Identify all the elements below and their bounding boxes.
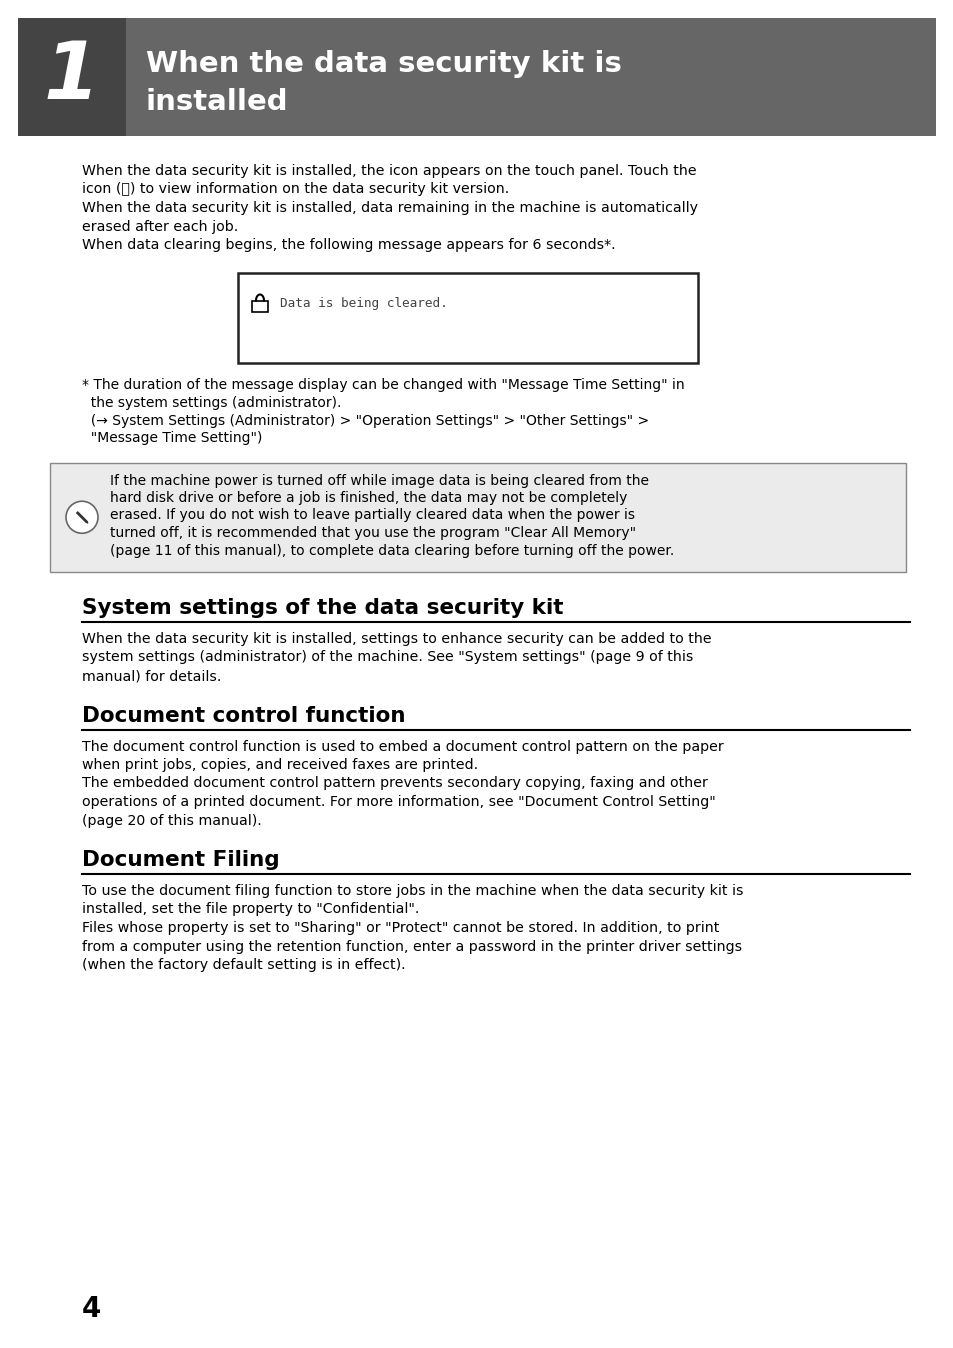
Text: "Message Time Setting"): "Message Time Setting") xyxy=(82,431,262,445)
Text: Document Filing: Document Filing xyxy=(82,851,279,869)
Text: When the data security kit is installed, settings to enhance security can be add: When the data security kit is installed,… xyxy=(82,632,711,646)
Text: System settings of the data security kit: System settings of the data security kit xyxy=(82,599,563,617)
Text: (page 20 of this manual).: (page 20 of this manual). xyxy=(82,813,261,828)
Text: erased after each job.: erased after each job. xyxy=(82,220,238,233)
Text: 1: 1 xyxy=(44,38,100,116)
Text: The embedded document control pattern prevents secondary copying, faxing and oth: The embedded document control pattern pr… xyxy=(82,776,707,790)
Text: When data clearing begins, the following message appears for 6 seconds*.: When data clearing begins, the following… xyxy=(82,239,615,252)
Bar xyxy=(252,301,268,311)
Text: To use the document filing function to store jobs in the machine when the data s: To use the document filing function to s… xyxy=(82,884,742,898)
Text: * The duration of the message display can be changed with "Message Time Setting": * The duration of the message display ca… xyxy=(82,379,684,392)
Text: installed: installed xyxy=(146,88,289,116)
Text: Files whose property is set to "Sharing" or "Protect" cannot be stored. In addit: Files whose property is set to "Sharing"… xyxy=(82,921,719,936)
Text: When the data security kit is installed, the icon appears on the touch panel. To: When the data security kit is installed,… xyxy=(82,164,696,178)
Bar xyxy=(18,18,126,136)
Text: Data is being cleared.: Data is being cleared. xyxy=(280,298,447,310)
Bar xyxy=(237,272,698,363)
Circle shape xyxy=(66,501,98,534)
Text: the system settings (administrator).: the system settings (administrator). xyxy=(82,396,341,410)
Text: When the data security kit is installed, data remaining in the machine is automa: When the data security kit is installed,… xyxy=(82,201,698,214)
Text: turned off, it is recommended that you use the program "Clear All Memory": turned off, it is recommended that you u… xyxy=(110,526,636,541)
Text: operations of a printed document. For more information, see "Document Control Se: operations of a printed document. For mo… xyxy=(82,795,715,809)
Text: The document control function is used to embed a document control pattern on the: The document control function is used to… xyxy=(82,740,723,754)
Bar xyxy=(126,18,935,136)
Text: from a computer using the retention function, enter a password in the printer dr: from a computer using the retention func… xyxy=(82,940,741,953)
Text: installed, set the file property to "Confidential".: installed, set the file property to "Con… xyxy=(82,903,419,917)
Text: manual) for details.: manual) for details. xyxy=(82,669,221,683)
Text: (→ System Settings (Administrator) > "Operation Settings" > "Other Settings" >: (→ System Settings (Administrator) > "Op… xyxy=(82,414,648,427)
Text: If the machine power is turned off while image data is being cleared from the: If the machine power is turned off while… xyxy=(110,473,648,488)
Text: hard disk drive or before a job is finished, the data may not be completely: hard disk drive or before a job is finis… xyxy=(110,491,627,506)
Text: When the data security kit is: When the data security kit is xyxy=(146,50,621,78)
Text: Document control function: Document control function xyxy=(82,705,405,725)
Text: system settings (administrator) of the machine. See "System settings" (page 9 of: system settings (administrator) of the m… xyxy=(82,651,693,665)
Text: 4: 4 xyxy=(82,1295,101,1322)
Text: (page 11 of this manual), to complete data clearing before turning off the power: (page 11 of this manual), to complete da… xyxy=(110,543,674,558)
Text: (when the factory default setting is in effect).: (when the factory default setting is in … xyxy=(82,958,405,972)
Text: icon (⚿) to view information on the data security kit version.: icon (⚿) to view information on the data… xyxy=(82,182,509,197)
Bar xyxy=(50,462,905,572)
Text: erased. If you do not wish to leave partially cleared data when the power is: erased. If you do not wish to leave part… xyxy=(110,508,635,523)
Text: when print jobs, copies, and received faxes are printed.: when print jobs, copies, and received fa… xyxy=(82,758,477,772)
